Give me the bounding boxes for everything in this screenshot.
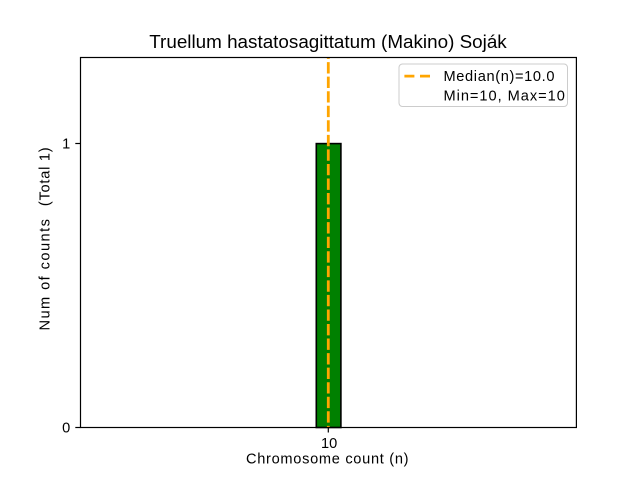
svg-text:1: 1 xyxy=(62,137,70,153)
svg-text:10: 10 xyxy=(321,436,337,452)
svg-text:Chromosome count (n): Chromosome count (n) xyxy=(246,452,409,468)
svg-text:Num of counts(Total 1): Num of counts(Total 1) xyxy=(38,147,54,331)
svg-text:Median(n)=10.0: Median(n)=10.0 xyxy=(444,69,556,85)
svg-text:Truellum hastatosagittatum (Ma: Truellum hastatosagittatum (Makino) Sojá… xyxy=(149,31,507,52)
svg-text:Min=10, Max=10: Min=10, Max=10 xyxy=(444,89,566,105)
svg-text:0: 0 xyxy=(62,420,70,436)
